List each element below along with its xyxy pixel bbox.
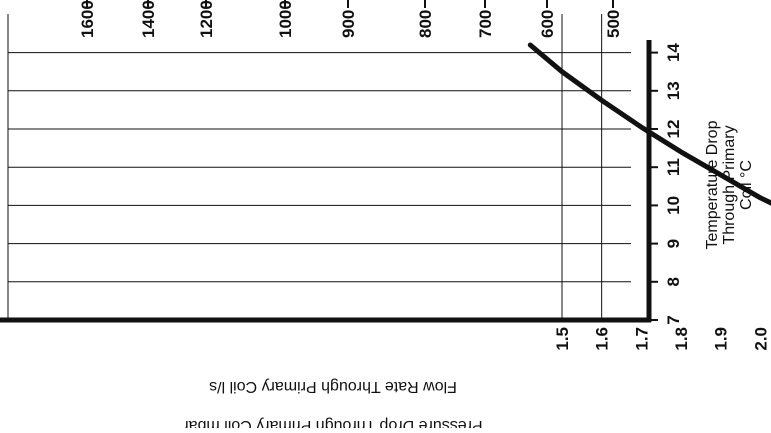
y-right-tick-label: 8 [664, 277, 683, 286]
y-right-tick-label: 9 [664, 239, 683, 248]
x-top-tick-label: 600 [538, 10, 557, 38]
x-top-tick-labels: 1600 1400 1200 1000 900 800 700 600 500 [78, 0, 623, 38]
y-right-tick-labels: 7 8 9 10 11 12 13 14 [664, 43, 683, 325]
x-bottom-tick-label: 2.0 [751, 327, 770, 351]
y-right-tick-label: 12 [664, 120, 683, 139]
y-right-tick-label: 10 [664, 196, 683, 215]
y-right-tick-label: 14 [664, 43, 683, 62]
x-bottom-tick-label: 1.8 [672, 327, 691, 351]
x-top-tick-label: 1400 [139, 0, 158, 38]
x-bottom-tick-label: 1.9 [712, 327, 731, 351]
x-bottom-tick-label: 1.5 [553, 327, 572, 351]
x-top-tick-label: 500 [604, 10, 623, 38]
y-right-tick-label: 7 [664, 315, 683, 324]
x-bottom-tick-labels: 3.02.92.82.72.62.52.42.32.22.12.01.91.81… [553, 327, 770, 351]
x-top-tick-label: 1600 [78, 0, 97, 38]
x-bottom-tick-label: 1.7 [632, 327, 651, 351]
x-top-axis-title: Pressure Drop Through Primary Coil mbar [183, 417, 483, 428]
x-top-tick-label: 800 [416, 10, 435, 38]
y-right-tick-label: 11 [664, 158, 683, 176]
axes [0, 0, 658, 323]
x-bottom-tick-label: 1.6 [593, 327, 612, 351]
x-top-tick-label: 1000 [276, 0, 295, 38]
y-axis-title-line: Coil °C [738, 160, 755, 210]
x-top-tick-label: 700 [476, 10, 495, 38]
series-line [527, 42, 771, 206]
series [527, 42, 771, 206]
grid [7, 14, 631, 321]
y-axis-title-line: Temperature Drop [704, 120, 721, 249]
y-axis-title-line: Through Primary [721, 125, 738, 244]
x-axis-title: Flow Rate Through Primary Coil l/s [209, 378, 457, 395]
y-right-tick-label: 13 [664, 81, 683, 100]
x-top-tick-label: 1200 [197, 0, 216, 38]
x-top-tick-label: 900 [339, 10, 358, 38]
